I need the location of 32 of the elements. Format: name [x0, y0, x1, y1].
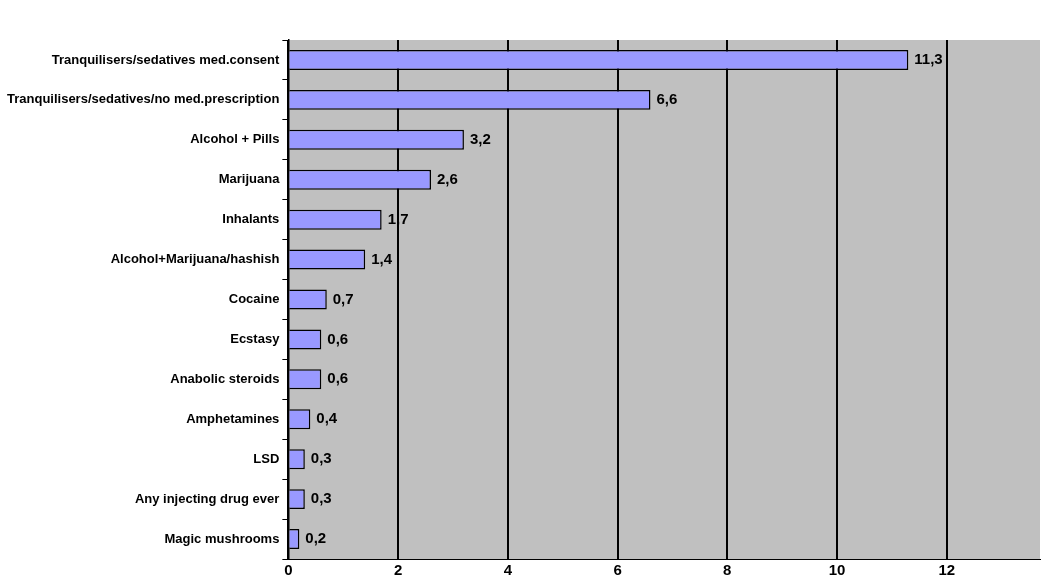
y-tick-label: LSD	[253, 450, 280, 466]
y-tick-label: Any injecting drug ever	[134, 490, 280, 506]
x-tick-label: 2	[393, 561, 403, 579]
y-tick-label: Alcohol+Marijuana/hashish	[110, 251, 280, 267]
x-tick-label: 6	[613, 561, 622, 579]
y-tick-label: Amphetamines	[186, 410, 280, 426]
data-label: 0,2	[305, 529, 327, 547]
data-label: 0,4	[316, 409, 338, 427]
y-tick-label: Cocaine	[228, 291, 280, 307]
data-label: 0,7	[332, 289, 354, 307]
data-label: 0,6	[327, 329, 349, 347]
x-tick-label: 10	[828, 561, 846, 579]
x-tick-label: 12	[938, 561, 956, 579]
data-label: 11,3	[914, 50, 943, 68]
y-tick-label: Magic mushrooms	[164, 530, 280, 546]
y-tick-label: Tranquilisers/sedatives/no med.prescription	[6, 91, 280, 107]
y-tick-label: Ecstasy	[230, 331, 281, 346]
data-label: 3,2	[469, 129, 491, 147]
data-label: 0,3	[310, 449, 332, 467]
y-tick-label: Anabolic steroids	[170, 370, 280, 386]
x-tick-label: 0	[284, 561, 293, 579]
y-tick-label: Tranquilisers/sedatives med.consent	[51, 51, 281, 67]
data-label: 0,6	[327, 369, 349, 387]
data-label: 2,6	[437, 169, 458, 187]
data-label: 6,6	[656, 90, 678, 108]
x-tick-label: 8	[723, 561, 732, 579]
data-label: 1,4	[371, 249, 393, 267]
x-tick-label: 4	[503, 561, 513, 579]
data-label: 0,3	[310, 489, 332, 507]
y-tick-label: Marijuana	[218, 171, 281, 187]
y-tick-label: Alcohol + Pills	[190, 131, 280, 147]
y-tick-label: Inhalants	[222, 211, 280, 227]
